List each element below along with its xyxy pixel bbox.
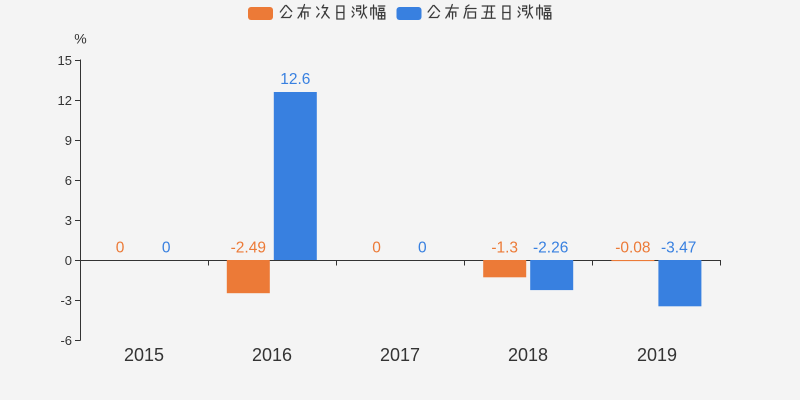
svg-text:-2.26: -2.26	[533, 240, 568, 257]
svg-text:-3.47: -3.47	[661, 240, 696, 257]
svg-text:%: %	[74, 31, 86, 47]
svg-text:15: 15	[58, 53, 72, 68]
svg-text:-1.3: -1.3	[491, 240, 518, 257]
svg-text:9: 9	[65, 133, 72, 148]
svg-text:2015: 2015	[124, 345, 164, 365]
svg-text:-0.08: -0.08	[615, 240, 650, 257]
svg-text:-3: -3	[60, 293, 72, 308]
svg-text:0: 0	[162, 240, 171, 257]
svg-text:2019: 2019	[637, 345, 677, 365]
svg-text:12.6: 12.6	[280, 71, 310, 88]
svg-text:0: 0	[65, 253, 72, 268]
svg-text:0: 0	[418, 240, 427, 257]
svg-text:0: 0	[116, 240, 125, 257]
svg-text:2017: 2017	[380, 345, 420, 365]
svg-text:0: 0	[372, 240, 381, 257]
svg-text:2018: 2018	[508, 345, 548, 365]
svg-text:3: 3	[65, 213, 72, 228]
svg-text:12: 12	[58, 93, 72, 108]
svg-text:2016: 2016	[252, 345, 292, 365]
svg-text:6: 6	[65, 173, 72, 188]
svg-text:-2.49: -2.49	[231, 240, 266, 257]
svg-text:-6: -6	[60, 333, 72, 348]
